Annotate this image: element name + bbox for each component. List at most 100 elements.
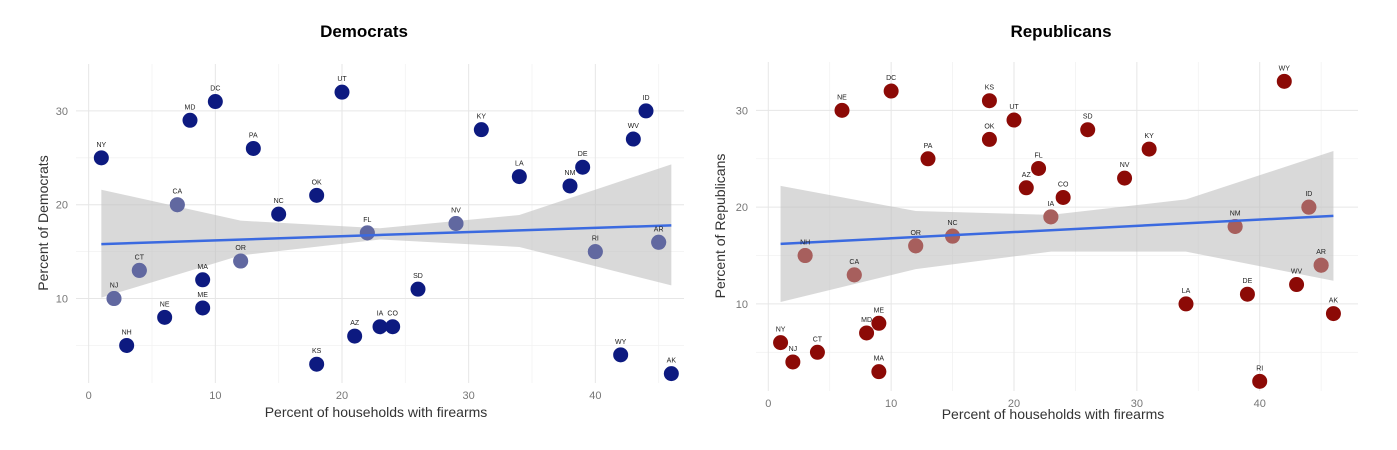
point-label: NM xyxy=(565,170,576,177)
point-label: NV xyxy=(451,208,461,215)
point-label: WY xyxy=(1279,65,1291,72)
point-label: CT xyxy=(135,254,145,261)
point-label: AK xyxy=(667,358,677,365)
x-axis-title: Percent of households with firearms xyxy=(265,404,488,420)
x-tick-label: 10 xyxy=(885,398,897,410)
band-overlay xyxy=(1313,257,1329,273)
x-tick-label: 0 xyxy=(765,398,771,410)
point-label: NJ xyxy=(110,283,119,290)
republicans-chart: Republicans Percent of households with f… xyxy=(712,22,1358,422)
data-point xyxy=(448,216,464,231)
data-point xyxy=(106,291,122,307)
point-label: MA xyxy=(197,264,208,271)
data-point xyxy=(410,281,426,297)
y-tick-label: 10 xyxy=(56,294,68,306)
y-tick-label: 30 xyxy=(736,105,748,117)
x-tick-label: 10 xyxy=(209,390,221,402)
data-point xyxy=(859,325,875,341)
y-tick-label: 10 xyxy=(736,299,748,311)
confidence-band xyxy=(101,164,672,298)
data-point xyxy=(1252,373,1268,389)
data-point xyxy=(1301,199,1317,215)
data-point xyxy=(834,102,850,118)
data-point xyxy=(347,328,363,344)
data-point xyxy=(309,356,325,372)
confidence-band xyxy=(780,151,1334,302)
point-label: KS xyxy=(985,85,995,92)
point-label: NH xyxy=(122,329,132,336)
x-axis-title: Percent of households with firearms xyxy=(942,406,1165,422)
band-overlay xyxy=(797,248,813,264)
point-label: AR xyxy=(1316,249,1326,256)
data-point xyxy=(1227,219,1243,234)
data-point xyxy=(638,103,654,119)
point-label: MD xyxy=(861,317,872,324)
band-overlay xyxy=(169,197,185,213)
point-label: ME xyxy=(197,292,208,299)
band-overlay xyxy=(846,267,862,283)
data-point xyxy=(182,112,198,128)
point-label: DE xyxy=(578,151,588,158)
data-point xyxy=(1313,257,1329,273)
point-label: KS xyxy=(312,348,322,355)
data-point xyxy=(93,150,109,166)
point-label: UT xyxy=(1009,104,1019,111)
point-label: CO xyxy=(1058,181,1069,188)
chart-title: Republicans xyxy=(1010,22,1111,41)
data-point xyxy=(1043,209,1059,225)
point-label: NY xyxy=(96,142,106,149)
point-label: DC xyxy=(886,75,896,82)
data-point xyxy=(575,159,591,175)
band-overlay xyxy=(1301,199,1317,215)
point-label: WY xyxy=(615,339,627,346)
data-point xyxy=(1325,306,1341,322)
point-label: AZ xyxy=(350,320,360,327)
point-label: NM xyxy=(1230,211,1241,218)
data-point xyxy=(1018,180,1034,196)
data-point xyxy=(773,335,789,351)
data-point xyxy=(871,364,887,380)
band-overlay xyxy=(106,291,122,307)
data-point xyxy=(131,262,147,278)
point-label: WV xyxy=(628,123,640,130)
point-label: NE xyxy=(160,301,170,308)
data-point xyxy=(920,151,936,167)
point-label: PA xyxy=(249,132,258,139)
data-point xyxy=(1031,160,1047,176)
x-tick-label: 30 xyxy=(1131,398,1143,410)
data-point xyxy=(334,84,350,100)
band-overlay xyxy=(359,225,375,241)
point-label: OK xyxy=(312,179,322,186)
y-tick-label: 20 xyxy=(736,202,748,214)
x-tick-label: 0 xyxy=(86,390,92,402)
chart-title: Democrats xyxy=(320,22,408,41)
point-label: WV xyxy=(1291,269,1303,276)
data-point xyxy=(1117,170,1133,186)
data-point xyxy=(119,337,135,353)
point-label: OR xyxy=(235,245,246,252)
data-point xyxy=(981,93,997,109)
point-label: CT xyxy=(813,336,823,343)
data-point xyxy=(562,178,578,194)
point-label: NE xyxy=(837,94,847,101)
x-tick-label: 20 xyxy=(1008,398,1020,410)
point-label: ID xyxy=(643,95,650,102)
point-label: ME xyxy=(874,307,885,314)
data-point xyxy=(372,319,388,335)
point-label: NC xyxy=(274,198,284,205)
point-label: IA xyxy=(377,311,384,318)
point-label: NC xyxy=(948,220,958,227)
band-overlay xyxy=(908,238,924,254)
data-point xyxy=(625,131,641,147)
data-point xyxy=(663,366,679,382)
point-label: FL xyxy=(363,217,371,224)
data-point xyxy=(871,315,887,331)
data-point xyxy=(981,131,997,147)
y-axis-title: Percent of Republicans xyxy=(712,154,728,299)
point-label: NJ xyxy=(789,346,798,353)
y-tick-label: 30 xyxy=(56,106,68,118)
x-tick-label: 40 xyxy=(1254,398,1266,410)
point-label: LA xyxy=(515,161,524,168)
data-point xyxy=(245,140,261,156)
